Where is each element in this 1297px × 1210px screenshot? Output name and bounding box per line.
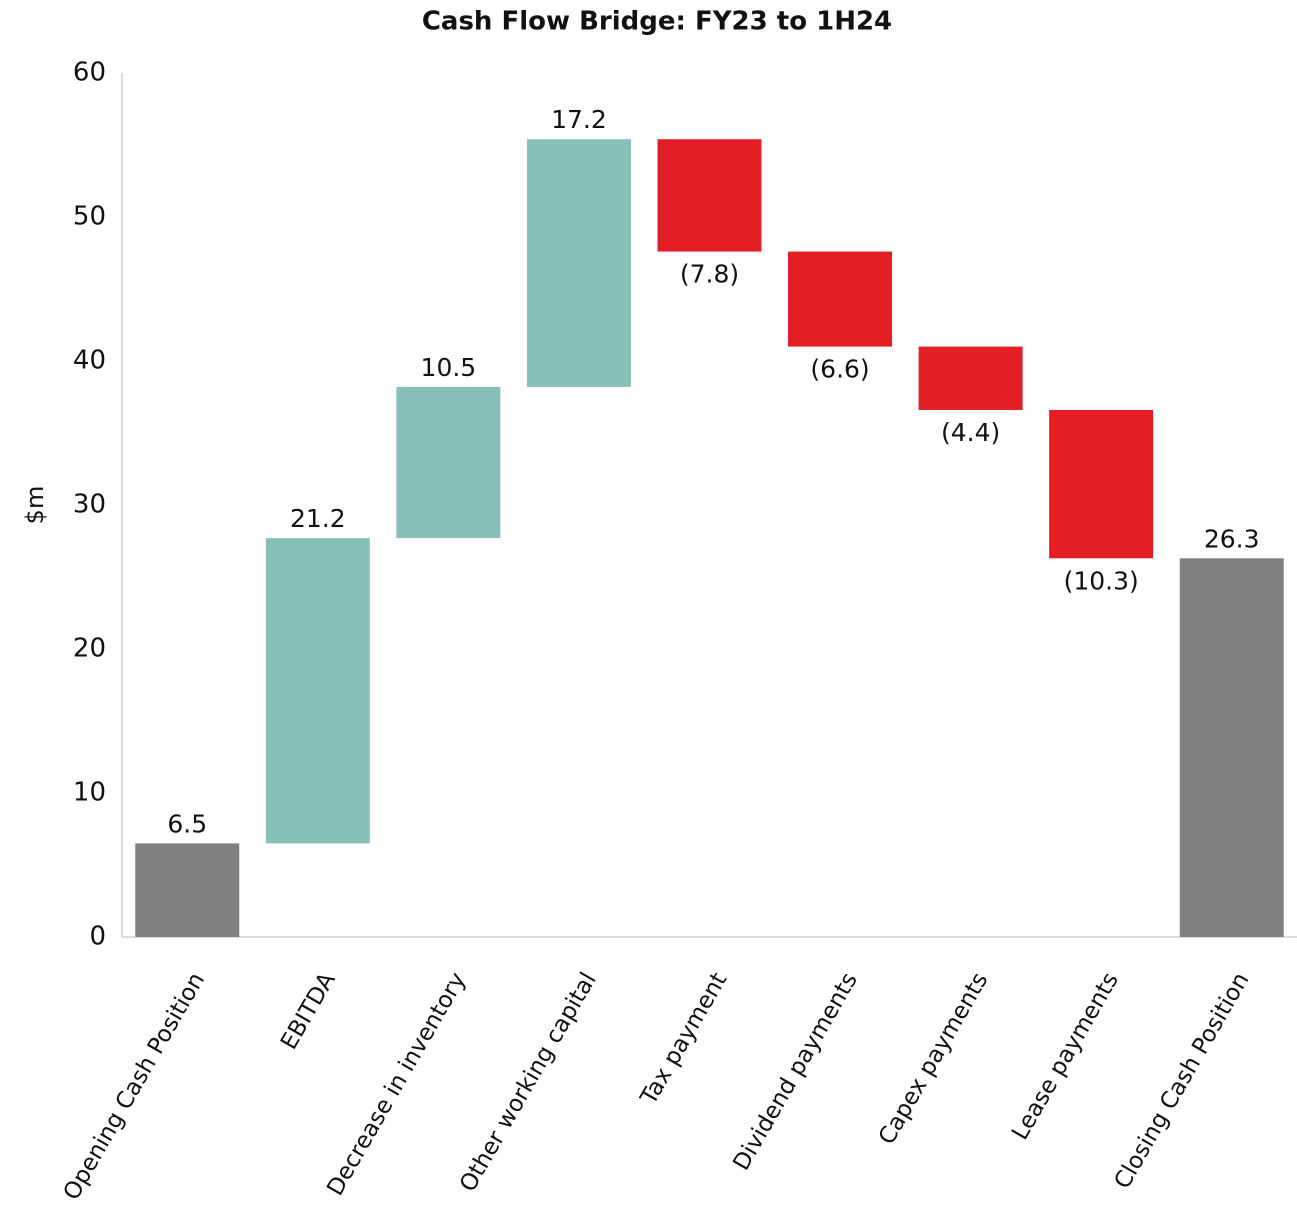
y-tick-label: 50 xyxy=(73,202,106,232)
x-tick-label: EBITDA xyxy=(276,968,341,1054)
bar xyxy=(657,139,762,252)
x-tick-label: Closing Cash Position xyxy=(1110,968,1255,1193)
value-label: 17.2 xyxy=(551,105,607,134)
y-tick-label: 20 xyxy=(73,634,106,664)
x-tick-label: Tax payment xyxy=(635,968,732,1110)
value-label: 26.3 xyxy=(1204,524,1260,553)
y-axis-label: $m xyxy=(21,486,49,525)
value-label: (10.3) xyxy=(1064,566,1139,595)
x-tick-label: Opening Cash Position xyxy=(59,968,210,1204)
bar xyxy=(265,538,370,844)
value-label: (7.8) xyxy=(680,260,739,289)
value-label: 10.5 xyxy=(421,353,477,382)
bar xyxy=(918,346,1023,410)
y-tick-label: 0 xyxy=(89,922,106,952)
value-label: (6.6) xyxy=(810,355,869,384)
value-label: 21.2 xyxy=(290,504,346,533)
y-tick-label: 60 xyxy=(73,58,106,88)
y-tick-label: 30 xyxy=(73,490,106,520)
bar xyxy=(1179,558,1284,937)
chart-title: Cash Flow Bridge: FY23 to 1H24 xyxy=(422,7,892,37)
bar xyxy=(396,386,501,539)
x-tick-label: Decrease in inventory xyxy=(322,968,471,1200)
value-label: 6.5 xyxy=(167,809,207,838)
bar xyxy=(526,139,631,387)
x-tick-label: Dividend payments xyxy=(728,968,862,1175)
y-tick-label: 10 xyxy=(73,778,106,808)
y-tick-label: 40 xyxy=(73,346,106,376)
x-tick-label: Lease payments xyxy=(1007,968,1124,1144)
bar xyxy=(135,843,240,937)
x-tick-label: Capex payments xyxy=(874,968,993,1149)
bar xyxy=(788,251,893,347)
bar xyxy=(1049,409,1154,559)
value-label: (4.4) xyxy=(941,418,1000,447)
x-tick-label: Other working capital xyxy=(455,968,602,1196)
